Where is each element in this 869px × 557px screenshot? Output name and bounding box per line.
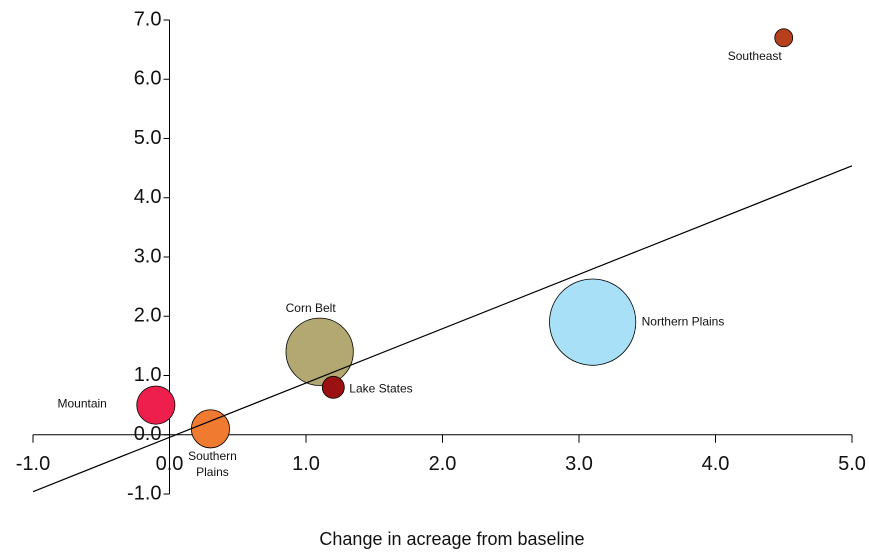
bubble-label: Mountain: [57, 396, 106, 410]
bubble: [136, 385, 176, 425]
bubble: [774, 28, 794, 48]
bubble: [549, 278, 637, 366]
trend-line: [32, 165, 853, 493]
x-tick-label: 1.0: [292, 453, 320, 475]
y-tick-label: 7.0: [134, 8, 162, 30]
bubble-label: Lake States: [349, 382, 412, 396]
x-tick-label: 2.0: [429, 453, 457, 475]
bubble-label: Northern Plains: [642, 314, 725, 328]
y-tick-label: 2.0: [134, 305, 162, 327]
x-tick-label: 0.0: [156, 453, 184, 475]
bubble-label: Corn Belt: [286, 301, 337, 315]
x-tick-label: 4.0: [702, 453, 730, 475]
bubble-label: Southern Plains: [188, 449, 237, 479]
y-tick-label: 6.0: [134, 68, 162, 90]
y-tick-label: 5.0: [134, 127, 162, 149]
bubble: [285, 317, 354, 386]
y-tick-label: 1.0: [134, 364, 162, 386]
y-tick-label: 0.0: [134, 423, 162, 445]
bubble: [321, 375, 345, 399]
x-tick-label: 3.0: [565, 453, 593, 475]
x-axis-label: Change in acreage from baseline: [319, 529, 584, 549]
y-tick-label: 4.0: [134, 186, 162, 208]
x-tick-label: 5.0: [838, 453, 866, 475]
y-tick-label: -1.0: [127, 482, 161, 504]
y-tick-label: 3.0: [134, 245, 162, 267]
bubble-label: Southeast: [728, 49, 783, 63]
x-tick-label: -1.0: [16, 453, 50, 475]
